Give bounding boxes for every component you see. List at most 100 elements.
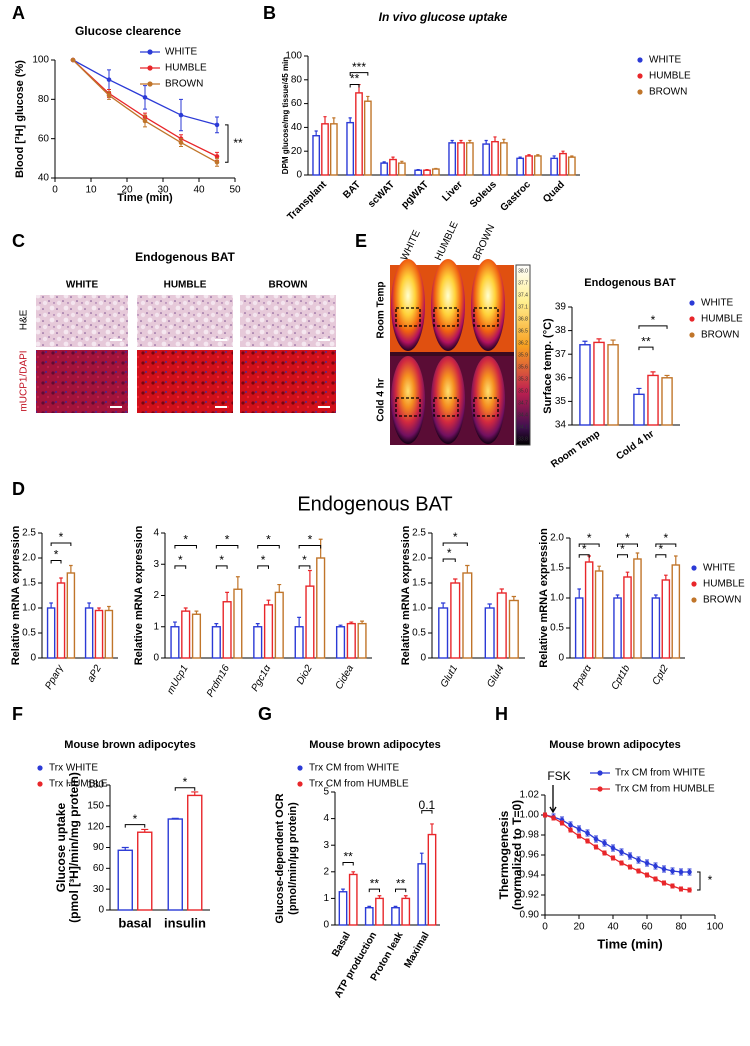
point bbox=[214, 159, 220, 165]
bracket bbox=[215, 565, 228, 569]
point bbox=[559, 820, 565, 826]
panel-letter: G bbox=[258, 704, 272, 724]
chart: Mouse brown adipocytes 0.90 0.92 0.94 0.96 0.… bbox=[497, 739, 724, 952]
y-tick-label: 0.92 bbox=[520, 890, 540, 901]
bar bbox=[450, 582, 461, 659]
error-bar bbox=[493, 136, 497, 142]
bar bbox=[427, 833, 437, 926]
point bbox=[142, 118, 148, 124]
x-tick-label: Quad bbox=[541, 179, 567, 205]
point bbox=[687, 887, 692, 893]
panel-letter: F bbox=[12, 704, 23, 724]
bar bbox=[104, 609, 114, 659]
legend-marker bbox=[37, 781, 43, 787]
bar bbox=[84, 607, 94, 659]
y-tick-label: 0 bbox=[558, 653, 564, 664]
scale-label: 33.8 bbox=[518, 436, 528, 442]
error-bar bbox=[338, 624, 343, 627]
scale-label: 35.3 bbox=[518, 376, 528, 382]
error-bar bbox=[360, 620, 365, 624]
legend-label: WHITE bbox=[165, 47, 198, 58]
bar bbox=[346, 622, 356, 659]
bar bbox=[574, 597, 584, 659]
error-bar bbox=[570, 155, 574, 158]
error-bar bbox=[314, 130, 318, 136]
error-bar bbox=[674, 555, 678, 565]
point bbox=[542, 812, 548, 818]
legend-marker bbox=[147, 65, 153, 71]
bar bbox=[117, 849, 133, 911]
y-tick-label: 39 bbox=[555, 302, 567, 313]
error-bar bbox=[484, 139, 488, 145]
y-tick-label: 2.0 bbox=[412, 553, 426, 564]
error-bar bbox=[511, 595, 517, 601]
legend-label: Trx CM from HUMBLE bbox=[309, 779, 409, 790]
y-axis-label: DPM glucose/mg tissue/45 min bbox=[281, 57, 290, 174]
error-bar bbox=[425, 169, 429, 171]
bar bbox=[457, 142, 465, 176]
legend-label: BROWN bbox=[649, 87, 687, 98]
error-bar bbox=[214, 623, 219, 627]
y-tick-label: 0.94 bbox=[520, 870, 540, 881]
y-tick-label: 1 bbox=[153, 621, 159, 632]
error-bar bbox=[577, 588, 581, 598]
point bbox=[644, 860, 650, 866]
bar bbox=[355, 92, 363, 176]
y-tick-label: 2.5 bbox=[22, 528, 36, 539]
point bbox=[585, 838, 590, 844]
y-tick-label: 180 bbox=[87, 780, 104, 791]
y-tick-label: 35 bbox=[555, 396, 567, 407]
x-tick-label: Cidea bbox=[334, 663, 357, 692]
legend-label: HUMBLE bbox=[165, 63, 207, 74]
panel-title: Endogenous BAT bbox=[135, 250, 235, 264]
bracket bbox=[617, 554, 628, 558]
point bbox=[678, 886, 684, 892]
y-tick-label: 0.98 bbox=[520, 830, 540, 841]
legend-marker bbox=[147, 49, 153, 55]
bar bbox=[594, 570, 604, 659]
error-bar bbox=[393, 905, 398, 908]
y-tick-label: 2.0 bbox=[550, 533, 564, 544]
y-tick-label: 30 bbox=[93, 884, 105, 895]
x-tick-label: insulin bbox=[164, 915, 206, 930]
panel-letter: H bbox=[495, 704, 508, 724]
bracket bbox=[225, 124, 229, 163]
annotation: * bbox=[620, 542, 625, 556]
bar bbox=[465, 142, 474, 176]
bar bbox=[274, 591, 284, 659]
error-bar bbox=[625, 571, 630, 577]
bracket bbox=[298, 565, 311, 569]
bar bbox=[496, 592, 507, 659]
error-bar bbox=[430, 823, 434, 835]
error-bar bbox=[459, 139, 463, 143]
bracket bbox=[638, 325, 668, 329]
y-tick-label: 37 bbox=[555, 349, 567, 360]
legend-marker bbox=[691, 597, 697, 603]
x-axis-label: Time (min) bbox=[597, 936, 663, 951]
bar bbox=[329, 123, 338, 176]
bar bbox=[263, 604, 274, 659]
x-tick-label: pgWAT bbox=[399, 179, 431, 211]
error-bar bbox=[194, 610, 199, 615]
point bbox=[661, 866, 667, 872]
micrographs bbox=[36, 295, 336, 413]
chart: Mouse brown adipocytes 0 1 2 3 4 5 Glucose-depe… bbox=[274, 739, 441, 1000]
scale-label: 34.4 bbox=[518, 412, 528, 418]
annotation: 0.1 bbox=[419, 798, 436, 812]
point bbox=[576, 833, 582, 839]
error-bar bbox=[518, 156, 522, 159]
bar bbox=[294, 626, 304, 659]
annotation: * bbox=[453, 530, 458, 544]
legend-label: Trx CM from WHITE bbox=[309, 763, 400, 774]
bracket bbox=[655, 543, 677, 547]
scale-label: 36.5 bbox=[518, 328, 528, 334]
error-bar bbox=[499, 588, 504, 593]
annotation: * bbox=[659, 542, 664, 556]
bar bbox=[661, 579, 671, 659]
point bbox=[610, 845, 616, 851]
bar bbox=[364, 907, 374, 926]
bar bbox=[671, 564, 681, 659]
legend-label: HUMBLE bbox=[701, 314, 743, 325]
point bbox=[178, 140, 184, 145]
